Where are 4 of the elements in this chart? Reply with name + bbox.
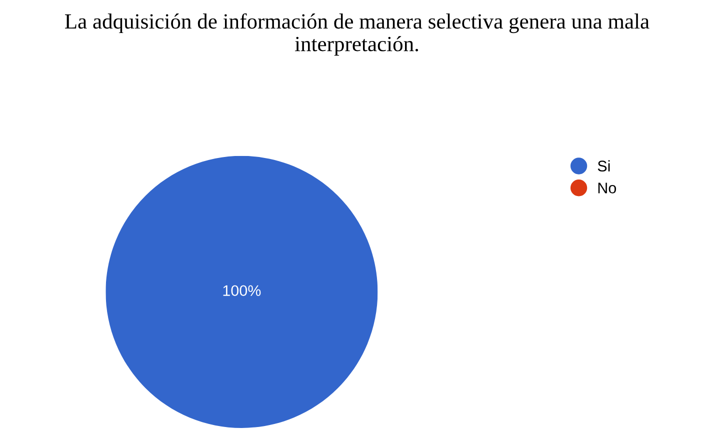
data-label: 100% bbox=[223, 285, 261, 296]
legend-label: Si bbox=[598, 160, 610, 172]
chart-title: La adquisición de información de manera selectiva genera una mala interpretación. bbox=[65, 13, 650, 56]
legend-label: No bbox=[598, 182, 616, 194]
